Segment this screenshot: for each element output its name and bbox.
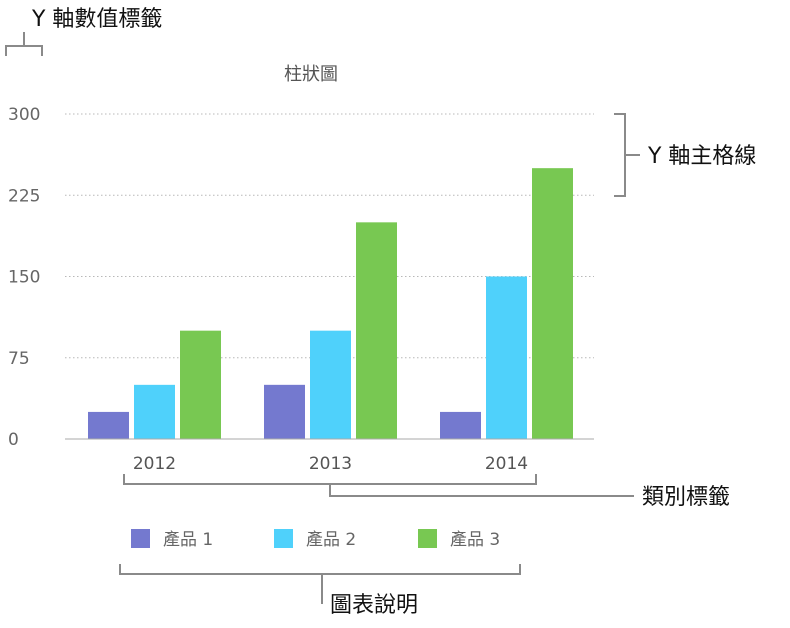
legend-swatch-series-2 xyxy=(274,529,293,548)
legend-label-series-2: 產品 2 xyxy=(306,530,356,550)
y-tick-label: 75 xyxy=(8,349,30,369)
y-axis-tick-labels: 0 75 150 225 300 xyxy=(8,105,40,450)
callout-y-axis-value-labels: Y 軸數值標籤 xyxy=(31,7,162,32)
bar-2013-series-3 xyxy=(356,222,397,439)
bar-2013-series-2 xyxy=(310,330,351,439)
y-tick-label: 0 xyxy=(8,430,19,450)
y-tick-label: 225 xyxy=(8,186,40,206)
callout-legend: 圖表說明 xyxy=(330,593,418,618)
legend-swatch-series-1 xyxy=(131,529,150,548)
bar-2012-series-2 xyxy=(134,384,175,439)
bracket-y-axis-major-gridlines xyxy=(614,113,640,197)
legend-label-series-3: 產品 3 xyxy=(450,530,500,550)
callout-category-labels: 類別標籤 xyxy=(642,485,730,510)
legend-swatch-series-3 xyxy=(418,529,437,548)
callout-y-axis-major-gridlines: Y 軸主格線 xyxy=(647,144,756,169)
bar-2012-series-1 xyxy=(88,411,129,439)
bracket-category-labels xyxy=(123,474,634,497)
chart-title: 柱狀圖 xyxy=(284,64,338,85)
bar-2014-series-2 xyxy=(486,276,527,439)
bracket-legend xyxy=(119,564,521,604)
y-tick-label: 300 xyxy=(8,105,40,125)
bar-2014-series-3 xyxy=(532,168,573,439)
bar-2013-series-1 xyxy=(264,384,305,439)
category-labels: 2012 2013 2014 xyxy=(133,454,528,474)
bracket-y-axis-value-labels xyxy=(5,32,43,56)
y-tick-label: 150 xyxy=(8,268,40,288)
legend: 產品 1 產品 2 產品 3 xyxy=(131,529,500,550)
category-label: 2012 xyxy=(133,454,176,474)
bar-2012-series-3 xyxy=(180,330,221,439)
bar-2014-series-1 xyxy=(440,411,481,439)
category-label: 2013 xyxy=(309,454,352,474)
legend-label-series-1: 產品 1 xyxy=(163,530,213,550)
category-label: 2014 xyxy=(485,454,528,474)
bars xyxy=(88,168,573,439)
